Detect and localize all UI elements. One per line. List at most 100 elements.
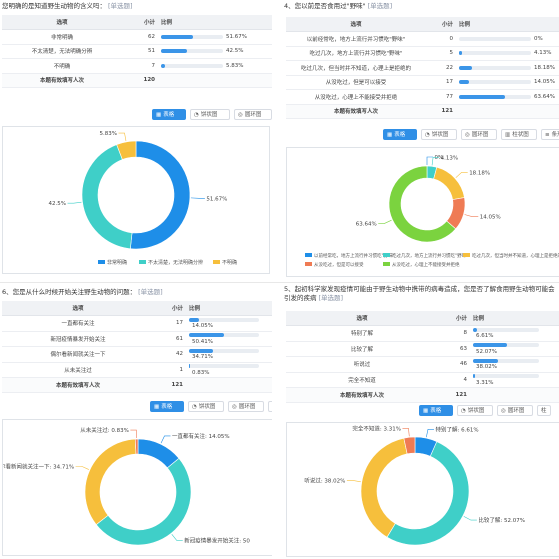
ratio-percent: 52.07% (476, 348, 497, 355)
question-type-tag: [单选题] (138, 288, 163, 296)
hbar-view-button[interactable]: ≡条形 (541, 129, 559, 140)
ratio-cell: 14.05% (186, 315, 272, 332)
table-icon: ▦ (154, 404, 160, 410)
donut-view-button[interactable]: ◎ 圆环图 (234, 109, 272, 120)
total-row: 本题有效填写人次 121 (286, 387, 559, 403)
pie-view-button[interactable]: ◔ 饼状图 (188, 401, 224, 412)
pie-view-button[interactable]: ◔ 饼状图 (421, 129, 457, 140)
pie-icon: ◔ (194, 112, 199, 118)
ratio-bar-fill (473, 327, 478, 332)
table-view-button[interactable]: ▦ 表格 (152, 109, 186, 120)
table-row: 不明确 7 5.83% (2, 58, 272, 74)
ratio-cell: 42.5% (158, 44, 272, 59)
legend-label: 非常明确 (107, 259, 127, 266)
pie-icon: ◔ (425, 132, 430, 138)
pie-view-button[interactable]: ◔ 饼状图 (190, 109, 230, 120)
ratio-percent: 0.83% (192, 369, 210, 376)
donut-chart: 0%4.13% 18.18% 14.05% 63.64% 以前经常吃，地方上流行并习惯吃… (305, 155, 559, 268)
bar-view-button[interactable]: 柱 (537, 405, 551, 416)
ratio-percent: 0% (534, 35, 543, 42)
column-header-ratio: 比例 (456, 17, 559, 32)
pie-icon: ◔ (192, 404, 197, 410)
bar-view-button[interactable]: 柱 (268, 401, 272, 412)
donut-view-button[interactable]: ◎ 圆环图 (228, 401, 264, 412)
ratio-percent: 14.05% (534, 79, 555, 85)
ratio-cell: 14.05% (456, 75, 559, 90)
ratio-bar-track (189, 364, 259, 368)
ratio-cell: 0.83% (186, 362, 272, 378)
leader-line (346, 480, 361, 483)
ratio-percent: 51.67% (226, 33, 247, 40)
ratio-cell: 5.83% (158, 58, 272, 74)
ratio-bar-track (161, 34, 223, 39)
ratio-bar-fill (473, 358, 499, 363)
value-label: 听说过: 38.02% (304, 476, 345, 484)
table-row: 偶尔看新闻就关注一下 42 34.71% (2, 346, 272, 363)
ratio-bar-track (459, 65, 531, 70)
donut-view-button[interactable]: ◎ 圆环图 (461, 129, 497, 140)
leader-line (75, 465, 89, 470)
bar-chart-icon: ▥ (505, 132, 511, 138)
question-title: 5、起初科学家发现疫情可能由于野生动物中携带的病毒造成，您是否了解食用野生动物可… (284, 285, 557, 303)
pie-view-button[interactable]: ◔ 饼状图 (457, 405, 493, 416)
ratio-percent: 5.83% (226, 62, 244, 69)
table-row: 新冠疫情暴发开始关注 61 50.41% (2, 331, 272, 347)
total-label: 本题有效填写人次 (286, 387, 438, 403)
count-value: 7 (122, 58, 158, 74)
total-value: 121 (426, 104, 456, 119)
ratio-bar-track (473, 374, 539, 378)
value-label: 0% (435, 155, 444, 161)
question-panel-6: 6、您是从什么时候开始关注野生动物的问题： [单选题] 选项 小计 比例 一直都有… (0, 284, 272, 559)
column-header-count: 小计 (438, 311, 470, 326)
ratio-bar-track (189, 317, 259, 322)
question-panel-4: 4、您以前是否食用过"野味" [单选题] 选项 小计 比例 以前经常吃，地方上流行… (282, 0, 559, 282)
ratio-percent: 6.61% (476, 333, 494, 339)
legend-swatch (463, 253, 470, 257)
donut-slice (360, 437, 408, 538)
question-type-tag: [单选题] (367, 2, 393, 10)
ratio-bar-fill (459, 80, 470, 84)
total-blank (158, 73, 272, 88)
leader-line (171, 533, 183, 541)
pie-icon: ◔ (461, 408, 466, 414)
table-view-button[interactable]: ▦ 表格 (383, 129, 417, 140)
count-value: 22 (426, 60, 456, 76)
ratio-bar-fill (473, 374, 476, 378)
value-label: 新冠疫情暴发开始关注: 50 (184, 536, 250, 544)
table-view-button[interactable]: ▦ 表格 (150, 401, 184, 412)
count-value: 46 (438, 356, 470, 373)
ratio-cell: 6.61% (470, 325, 559, 342)
legend-label: 吃过几次，地方上流行并习惯吃"野味" (392, 252, 468, 259)
count-value: 62 (122, 29, 158, 45)
option-label: 不太清楚，无法明确分辨 (2, 44, 122, 59)
option-label: 新冠疫情暴发开始关注 (2, 331, 154, 347)
ratio-percent: 34.71% (192, 354, 213, 360)
legend-swatch (383, 253, 390, 257)
table-view-button[interactable]: ▦ 表格 (419, 405, 453, 416)
value-label: 4.13% (441, 155, 458, 161)
option-label: 吃过几次，地方上流行并习惯吃"野味" (286, 46, 426, 61)
value-label: 51.67% (206, 196, 227, 202)
table-row: 从没吃过，但是可以接受 17 14.05% (286, 75, 559, 90)
donut-slice (386, 441, 470, 546)
chart-container: 一直都有关注: 14.05% 新冠疫情暴发开始关注: 50 偶尔看新闻就关注一下: … (2, 419, 272, 556)
table-row: 以前经常吃，地方上流行并习惯吃"野味" 0 0% (286, 31, 559, 47)
leader-line (130, 429, 137, 439)
donut-slice (130, 140, 191, 250)
column-header-option: 选项 (286, 17, 426, 32)
total-blank (456, 104, 559, 119)
total-row: 本题有效填写人次 121 (286, 104, 559, 119)
ratio-bar-fill (459, 94, 505, 99)
value-label: 18.18% (469, 170, 490, 176)
ratio-bar-track (161, 63, 223, 68)
donut-view-button[interactable]: ◎ 圆环图 (497, 405, 533, 416)
result-table: 选项 小计 比例 非常明确 62 51.67% 不太清楚，无法明确分辨 51 42.5% 不… (2, 15, 272, 88)
option-label: 从未关注过 (2, 362, 154, 378)
ratio-percent: 63.64% (534, 93, 555, 100)
chart-container: 特别了解: 6.61% 比较了解: 52.07% 听说过: 38.02% 完全不知道:… (286, 422, 559, 557)
count-value: 17 (426, 75, 456, 90)
result-table: 选项 小计 比例 以前经常吃，地方上流行并习惯吃"野味" 0 0% 吃过几次，地方上流… (286, 17, 559, 119)
chart-container: 0% 4.13% 18.18% 14.05% 63.64% 以前经常吃，地方上流行并习惯吃… (286, 147, 559, 277)
bar-view-button[interactable]: ▥ 柱状图 (501, 129, 537, 140)
ratio-percent: 18.18% (534, 64, 555, 71)
